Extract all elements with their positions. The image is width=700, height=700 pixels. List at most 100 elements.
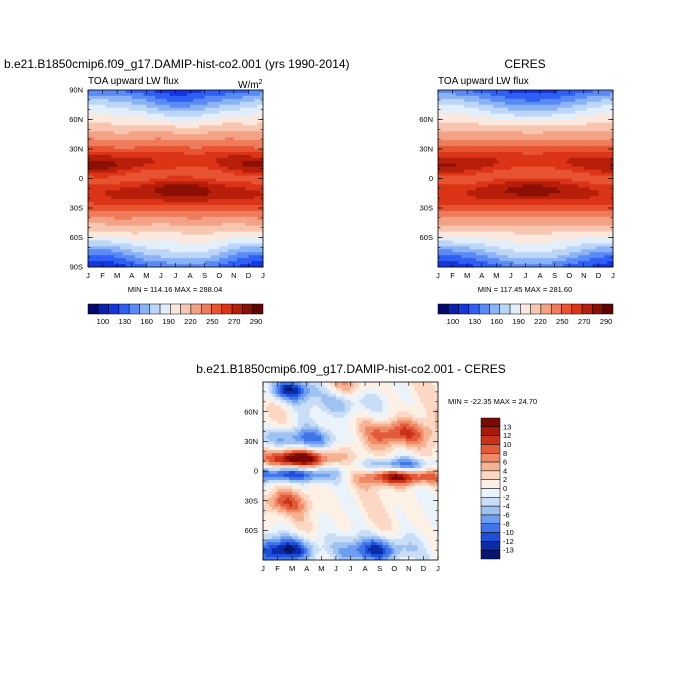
heatmap-cell (470, 92, 474, 97)
heatmap-cell (513, 146, 518, 150)
heatmap-cell (181, 231, 185, 235)
heatmap-cell (114, 149, 118, 153)
heatmap-cell (490, 128, 494, 132)
heatmap-cell (484, 116, 488, 120)
heatmap-cell (461, 119, 465, 123)
heatmap-cell (516, 122, 521, 126)
heatmap-cell (166, 146, 171, 150)
heatmap-cell (123, 199, 127, 203)
heatmap-cell (516, 137, 521, 141)
heatmap-cell (155, 160, 159, 165)
heatmap-cell (169, 219, 173, 224)
heatmap-cell (175, 146, 179, 150)
heatmap-cell (152, 157, 156, 162)
heatmap-cell (210, 228, 214, 232)
heatmap-cell (158, 178, 162, 182)
colorbar-label: 270 (228, 317, 241, 326)
heatmap-cell (525, 101, 529, 106)
heatmap-cell (102, 98, 106, 103)
heatmap-cell (155, 149, 159, 153)
heatmap-cell (598, 122, 602, 126)
heatmap-cell (534, 113, 538, 117)
heatmap-cell (260, 140, 264, 144)
heatmap-cell (540, 134, 544, 138)
heatmap-cell (163, 157, 168, 162)
heatmap-cell (117, 92, 121, 97)
heatmap-cell (123, 166, 127, 171)
heatmap-cell (455, 125, 459, 129)
heatmap-cell (99, 255, 103, 259)
heatmap-cell (601, 134, 605, 138)
heatmap-cell (455, 116, 459, 120)
heatmap-cell (245, 110, 249, 114)
heatmap-cell (610, 92, 614, 97)
heatmap-cell (131, 216, 136, 221)
heatmap-cell (175, 116, 179, 120)
heatmap-cell (236, 208, 241, 212)
heatmap-cell (484, 90, 488, 94)
heatmap-cell (522, 110, 526, 114)
heatmap-cell (213, 146, 217, 150)
heatmap-cell (128, 125, 133, 129)
heatmap-cell (210, 240, 214, 244)
heatmap-cell (248, 187, 252, 191)
heatmap-cell (198, 225, 203, 230)
heatmap-cell (251, 128, 255, 132)
heatmap-cell (458, 131, 462, 135)
heatmap-cell (187, 184, 191, 188)
heatmap-cell (508, 101, 512, 106)
heatmap-cell (158, 107, 162, 112)
heatmap-cell (578, 90, 582, 94)
heatmap-cell (254, 143, 258, 147)
heatmap-cell (134, 249, 138, 253)
heatmap-cell (143, 154, 147, 159)
heatmap-cell (467, 122, 471, 126)
heatmap-cell (484, 140, 488, 144)
heatmap-cell (484, 104, 488, 109)
heatmap-cell (175, 151, 179, 156)
heatmap-cell (245, 243, 249, 247)
heatmap-cell (219, 237, 223, 241)
heatmap-cell (257, 181, 261, 185)
heatmap-cell (551, 140, 556, 144)
heatmap-cell (143, 163, 147, 168)
heatmap-cell (123, 92, 127, 97)
heatmap-cell (123, 113, 127, 117)
heatmap-cell (204, 240, 208, 244)
heatmap-cell (254, 122, 258, 126)
heatmap-cell (140, 222, 144, 227)
heatmap-cell (607, 110, 611, 114)
heatmap-cell (128, 213, 133, 218)
heatmap-cell (534, 122, 538, 126)
heatmap-cell (493, 140, 497, 144)
heatmap-cell (254, 104, 258, 109)
heatmap-cell (117, 90, 121, 94)
heatmap-cell (242, 261, 246, 265)
heatmap-cell (589, 95, 593, 100)
heatmap-cell (172, 154, 176, 159)
heatmap-cell (473, 104, 477, 109)
heatmap-cell (169, 92, 173, 97)
heatmap-cell (195, 231, 200, 235)
heatmap-cell (125, 181, 130, 185)
heatmap-cell (120, 98, 124, 103)
heatmap-cell (210, 252, 214, 256)
heatmap-cell (198, 240, 203, 244)
heatmap-cell (254, 184, 258, 188)
heatmap-cell (519, 134, 523, 138)
heatmap-cell (248, 193, 252, 197)
heatmap-cell (505, 137, 509, 141)
heatmap-cell (175, 154, 179, 159)
heatmap-cell (175, 149, 179, 153)
heatmap-cell (534, 140, 538, 144)
heatmap-cell (137, 92, 141, 97)
heatmap-cell (592, 149, 596, 153)
heatmap-cell (216, 249, 220, 253)
heatmap-cell (589, 134, 593, 138)
heatmap-cell (175, 101, 179, 106)
heatmap-cell (225, 228, 229, 232)
heatmap-cell (499, 104, 503, 109)
heatmap-cell (195, 205, 200, 209)
heatmap-cell (134, 143, 138, 147)
heatmap-cell (108, 169, 112, 173)
